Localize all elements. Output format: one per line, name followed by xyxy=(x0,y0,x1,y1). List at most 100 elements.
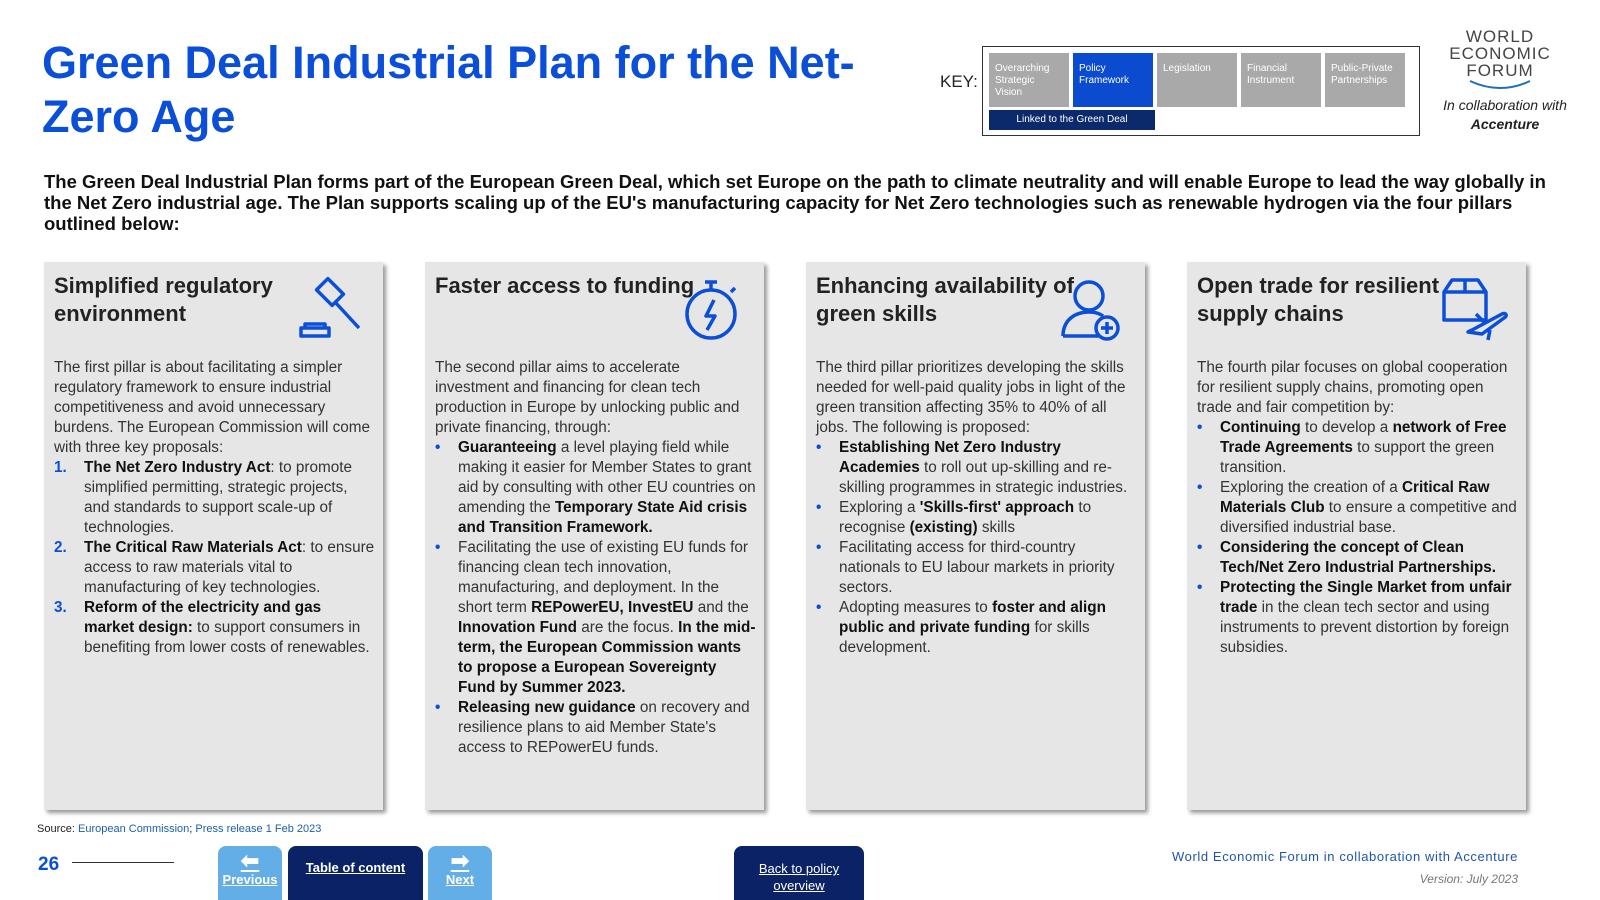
key-legend: Overarching Strategic Vision Policy Fram… xyxy=(982,46,1420,136)
list-item: • Establishing Net Zero Industry Academie… xyxy=(816,438,1137,498)
item-text: Exploring a xyxy=(839,499,920,516)
list-marker: • xyxy=(435,539,441,556)
pillar-body: The first pillar is about facilitating a… xyxy=(54,358,375,658)
back-to-overview-button[interactable]: Back to policy overview xyxy=(734,846,864,900)
key-label: KEY: xyxy=(940,72,978,91)
source: Source: European Commission; Press relea… xyxy=(37,823,322,835)
pillar-title: Faster access to funding xyxy=(435,273,695,298)
item-text: to recognise xyxy=(839,499,1092,536)
pillar-list: • Guaranteeing a level playing field whil… xyxy=(435,438,756,758)
pillar-list: • Continuing to develop a network of Free… xyxy=(1197,418,1518,658)
page-title: Green Deal Industrial Plan for the Net-Z… xyxy=(42,37,855,142)
pillar-body: The fourth pilar focuses on global coope… xyxy=(1197,358,1518,658)
pillar-card: Open trade for resilient supply chains T… xyxy=(1187,262,1526,810)
previous-button[interactable]: ⬅ Previous xyxy=(218,846,282,900)
item-text: Innovation Fund xyxy=(458,619,577,636)
source-link-ec[interactable]: European Commission xyxy=(77,823,190,835)
list-marker: 1. xyxy=(54,459,67,476)
item-text: a level playing field while making it ea… xyxy=(458,439,756,516)
stopwatch-icon xyxy=(685,280,737,340)
item-text: Adopting measures to xyxy=(839,599,993,616)
item-text: Reform of the electricity and gas market… xyxy=(84,599,322,636)
list-marker: • xyxy=(816,499,822,516)
item-text: Temporary State Aid crisis and Transitio… xyxy=(458,499,748,536)
collab-text: In collaboration with Accenture xyxy=(1430,96,1580,134)
item-text: The Critical Raw Materials Act xyxy=(84,539,302,556)
item-text: In the mid-term, the European Commission… xyxy=(458,619,756,696)
list-item: • Protecting the Single Market from unfai… xyxy=(1197,578,1518,658)
item-text: network of Free Trade Agreements xyxy=(1220,419,1507,456)
pillar-list: • Establishing Net Zero Industry Academie… xyxy=(816,438,1137,658)
partner-name: Accenture xyxy=(1470,116,1540,132)
list-marker: • xyxy=(816,539,822,556)
pillar-intro: The third pillar prioritizes developing … xyxy=(816,359,1126,436)
pillar-card: Enhancing availability of green skills T… xyxy=(806,262,1145,810)
list-marker: • xyxy=(1197,539,1203,556)
pillar-intro: The fourth pilar focuses on global coope… xyxy=(1197,359,1508,416)
item-text: to roll out up-skilling and re-skilling … xyxy=(839,459,1128,496)
gavel-icon xyxy=(299,276,361,338)
arrow-right-icon: ➡ xyxy=(450,848,470,873)
pillar-title: Open trade for resilient supply chains xyxy=(1197,273,1440,326)
list-item: • Continuing to develop a network of Free… xyxy=(1197,418,1518,478)
key-financial: Financial Instrument xyxy=(1241,53,1321,107)
user-add-icon xyxy=(1061,280,1120,341)
version: Version: July 2023 xyxy=(1419,872,1518,886)
arrow-left-icon: ⬅ xyxy=(240,848,260,873)
source-label: Source: xyxy=(37,823,75,835)
item-text: Considering the concept of Clean Tech/Ne… xyxy=(1220,539,1496,576)
key-policy-framework: Policy Framework xyxy=(1073,53,1153,107)
pillar-intro: The first pillar is about facilitating a… xyxy=(54,359,370,456)
item-text: Critical Raw Materials Club xyxy=(1220,479,1490,516)
item-text: are the focus. xyxy=(576,619,679,636)
item-text: : to ensure access to raw materials vita… xyxy=(84,539,375,596)
list-marker: • xyxy=(435,699,441,716)
item-text: The Net Zero Industry Act xyxy=(84,459,271,476)
item-text: and the xyxy=(693,599,749,616)
pillar-body: The second pillar aims to accelerate inv… xyxy=(435,358,756,758)
list-item: 1. The Net Zero Industry Act: to promote … xyxy=(54,458,375,538)
pillar-body: The third pillar prioritizes developing … xyxy=(816,358,1137,658)
pillar-card: Simplified regulatory environment The fi… xyxy=(44,262,383,810)
list-marker: • xyxy=(435,439,441,456)
next-button[interactable]: ➡ Next xyxy=(428,846,492,900)
toc-button[interactable]: Table of content xyxy=(288,846,423,900)
key-overarching: Overarching Strategic Vision xyxy=(989,53,1069,107)
list-item: 3. Reform of the electricity and gas mark… xyxy=(54,598,375,658)
item-text: to develop a xyxy=(1300,419,1393,436)
item-text: Protecting the Single Market from unfair… xyxy=(1220,579,1512,616)
item-text: to support the green transition. xyxy=(1220,439,1495,476)
divider xyxy=(72,862,174,863)
list-item: • Exploring a 'Skills-first' approach to … xyxy=(816,498,1137,538)
item-text: Facilitating access for third-country na… xyxy=(839,539,1115,596)
key-linked: Linked to the Green Deal xyxy=(989,110,1155,130)
item-text: in the clean tech sector and using instr… xyxy=(1220,599,1510,656)
list-marker: • xyxy=(816,599,822,616)
list-marker: 3. xyxy=(54,599,67,616)
pillar-title: Simplified regulatory environment xyxy=(54,273,273,326)
list-item: • Considering the concept of Clean Tech/N… xyxy=(1197,538,1518,578)
page-number: 26 xyxy=(38,854,60,875)
item-text: for skills development. xyxy=(839,619,1090,656)
key-legislation: Legislation xyxy=(1157,53,1237,107)
intro-text: The Green Deal Industrial Plan forms par… xyxy=(44,171,1546,234)
item-text: on recovery and resilience plans to aid … xyxy=(458,699,750,756)
item-text: Guaranteeing xyxy=(458,439,557,456)
pillar-card: Faster access to funding The second pill… xyxy=(425,262,764,810)
package-plane-icon xyxy=(1442,278,1508,341)
item-text: Establishing Net Zero Industry Academies xyxy=(839,439,1061,476)
list-marker: • xyxy=(816,439,822,456)
list-marker: 2. xyxy=(54,539,67,556)
key-ppp: Public-Private Partnerships xyxy=(1325,53,1405,107)
item-text: Exploring the creation of a xyxy=(1220,479,1402,496)
item-text: to support consumers in benefiting from … xyxy=(84,619,370,656)
list-item: 2. The Critical Raw Materials Act: to ens… xyxy=(54,538,375,598)
source-link-press[interactable]: Press release 1 Feb 2023 xyxy=(195,823,322,835)
item-text: Continuing xyxy=(1220,419,1301,436)
list-marker: • xyxy=(1197,419,1203,436)
list-item: • Releasing new guidance on recovery and … xyxy=(435,698,756,758)
item-text: Facilitating the use of existing EU fund… xyxy=(458,539,748,616)
list-marker: • xyxy=(1197,579,1203,596)
item-text: 'Skills-first' approach xyxy=(919,499,1075,516)
wef-arc-icon xyxy=(1469,80,1531,89)
